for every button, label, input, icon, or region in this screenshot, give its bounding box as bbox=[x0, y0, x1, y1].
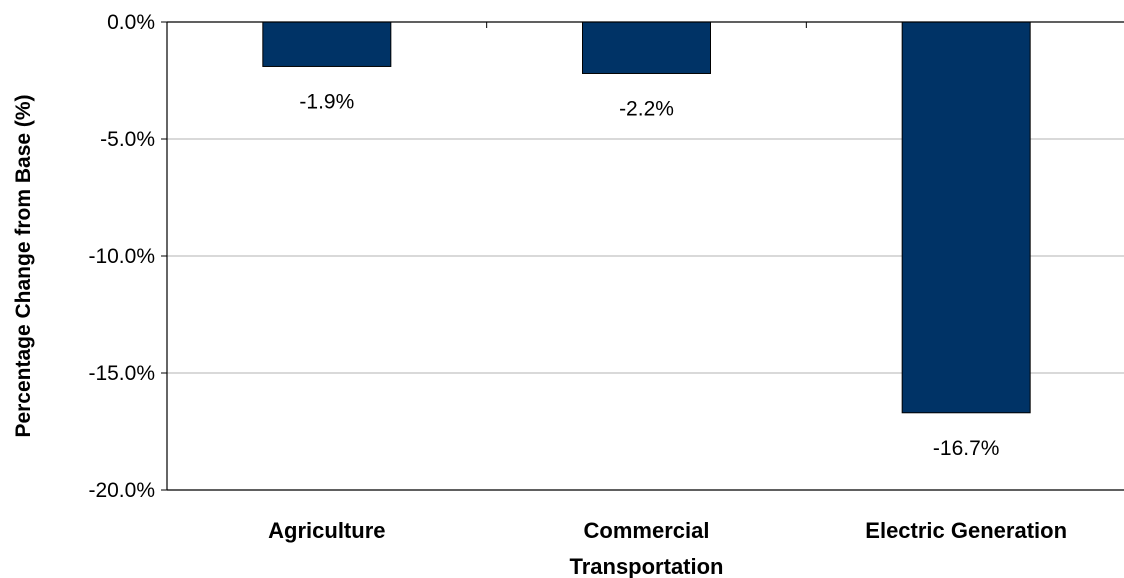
category-label: Commercial bbox=[584, 518, 710, 543]
data-label: -2.2% bbox=[619, 97, 674, 120]
y-axis-title: Percentage Change from Base (%) bbox=[12, 94, 35, 437]
category-label: Agriculture bbox=[268, 518, 385, 543]
bar bbox=[582, 21, 711, 74]
category-labels: Agriculture Commercial Transportation Elect… bbox=[268, 518, 1067, 578]
bars bbox=[262, 21, 1031, 414]
bar bbox=[901, 21, 1031, 414]
category-label: Transportation bbox=[569, 554, 723, 578]
y-tick-label: 0.0% bbox=[107, 11, 155, 34]
axes bbox=[161, 21, 1124, 491]
data-label: -16.7% bbox=[933, 437, 1000, 460]
y-tick-labels: 0.0% -5.0% -10.0% -15.0% -20.0% bbox=[88, 11, 155, 502]
y-tick-label: -15.0% bbox=[88, 362, 155, 385]
category-label: Electric Generation bbox=[865, 518, 1067, 543]
y-tick-label: -5.0% bbox=[100, 128, 155, 151]
bar bbox=[262, 21, 392, 67]
data-label: -1.9% bbox=[299, 90, 354, 113]
y-tick-label: -20.0% bbox=[88, 479, 155, 502]
y-tick-label: -10.0% bbox=[88, 245, 155, 268]
data-labels: -1.9% -2.2% -16.7% bbox=[299, 90, 999, 459]
